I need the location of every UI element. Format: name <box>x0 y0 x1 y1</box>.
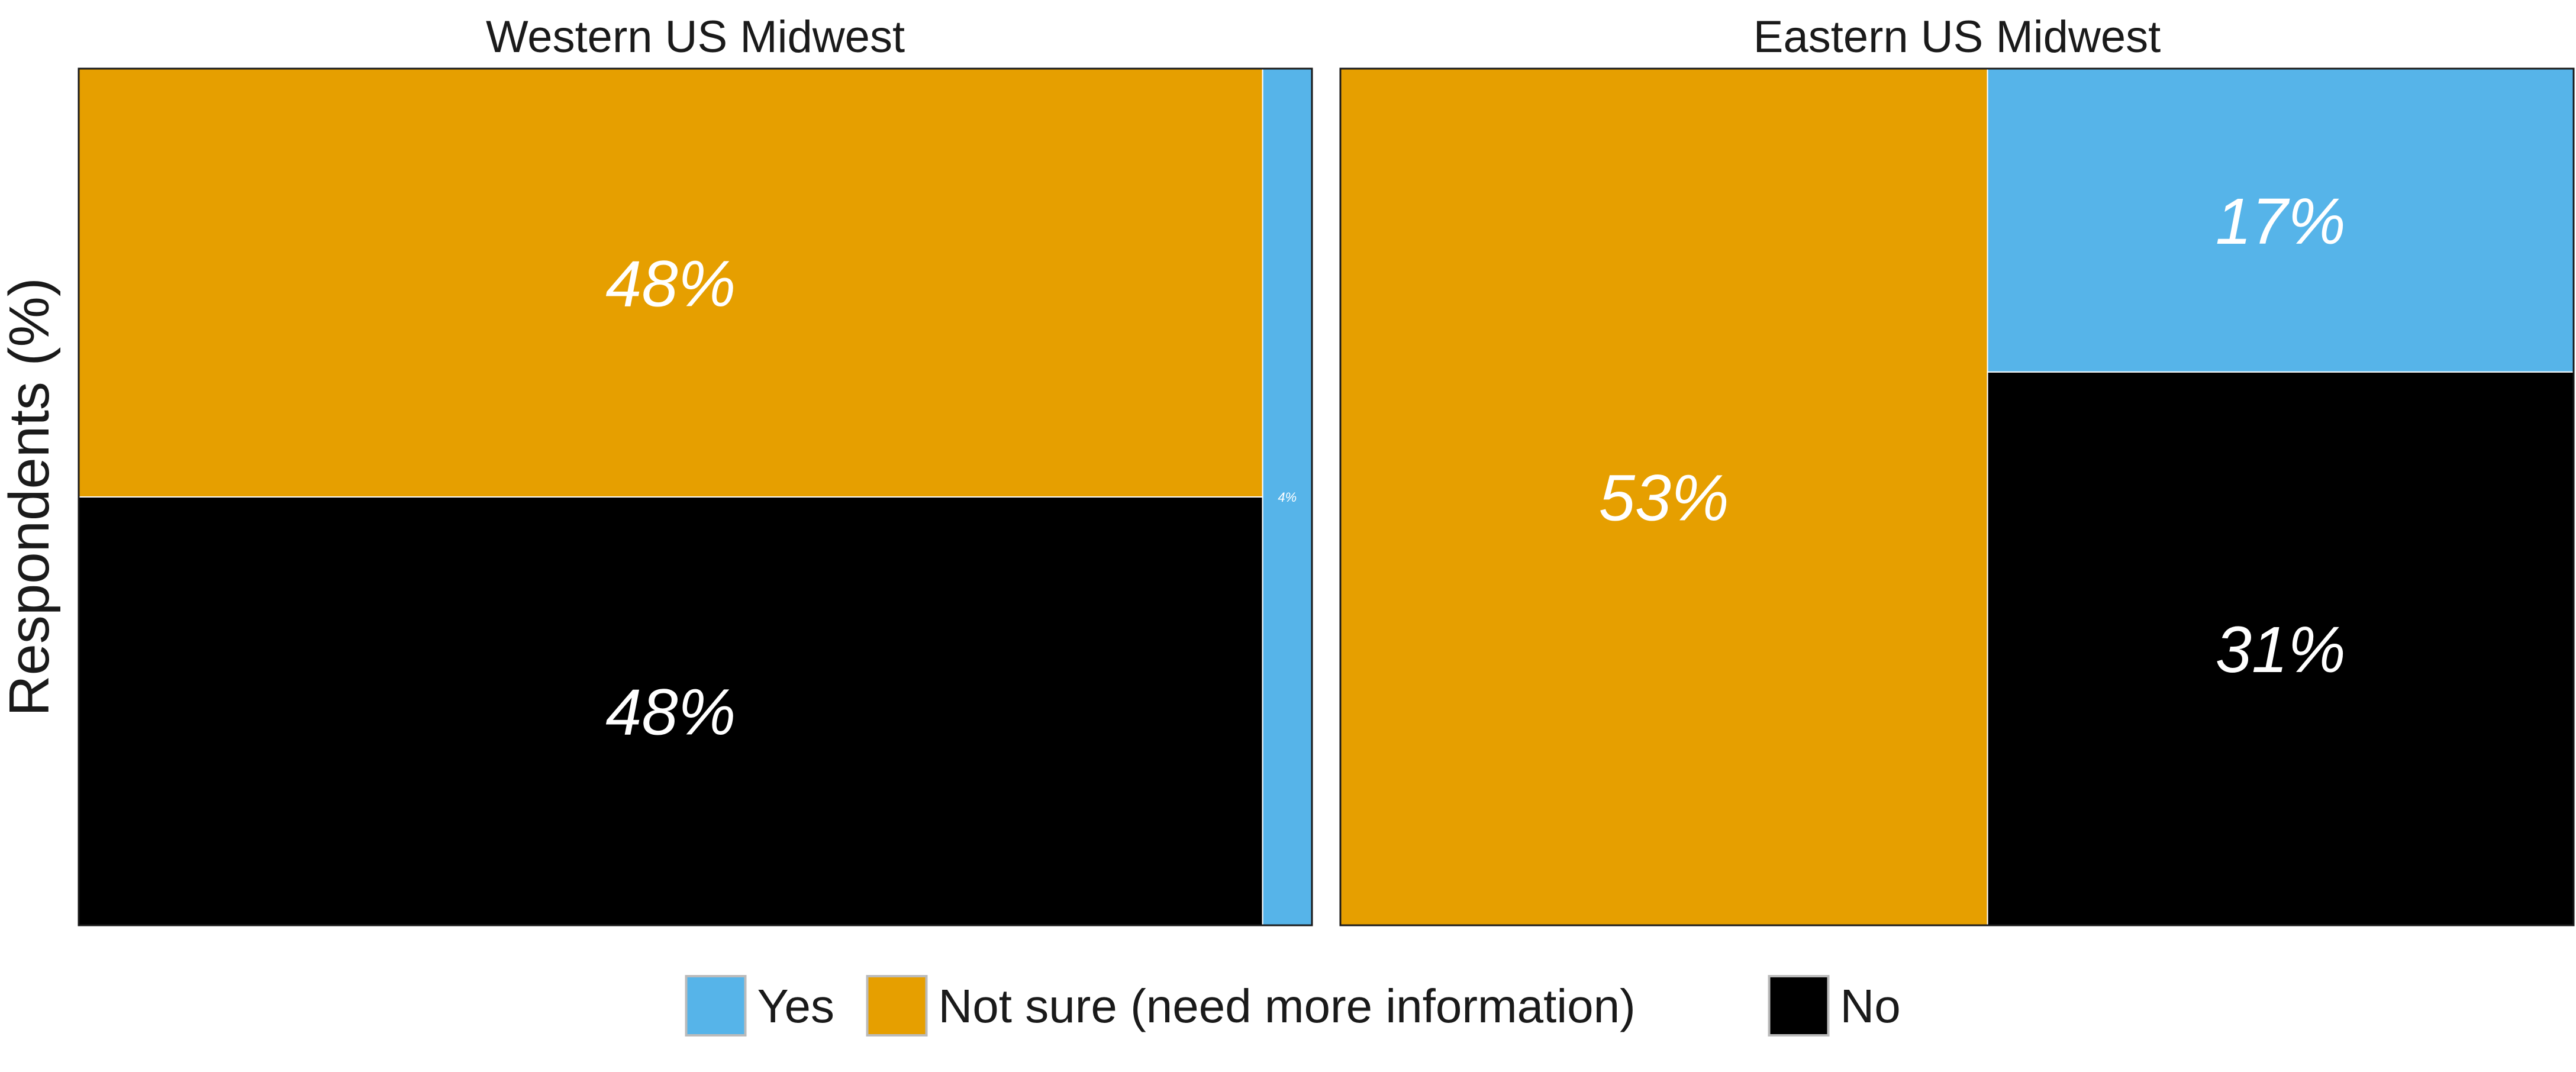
legend-key <box>685 975 747 1037</box>
legend-item-yes: Yes <box>685 975 835 1037</box>
panels: Western US Midwest 48% 48% 4% Eastern US Mid… <box>78 12 2575 926</box>
tile-label: 4% <box>1278 490 1297 505</box>
legend-key <box>1768 975 1830 1037</box>
legend-label: Yes <box>757 980 835 1032</box>
legend-item-not-sure-need-more-information: Not sure (need more information) <box>866 975 1636 1037</box>
tile-label: 53% <box>1599 462 1729 535</box>
tile-label: 17% <box>2216 185 2346 258</box>
panel-border <box>1339 67 2575 926</box>
panel-eastern-us-midwest: Eastern US Midwest 53% 17% 31% <box>1339 12 2575 926</box>
tile-no <box>1987 371 2575 926</box>
legend-label: Not sure (need more information) <box>939 980 1636 1032</box>
tile-no <box>78 496 1263 926</box>
panel-western-us-midwest: Western US Midwest 48% 48% 4% <box>78 12 1313 926</box>
panel-title: Eastern US Midwest <box>1753 12 2161 62</box>
panel-title: Western US Midwest <box>486 12 905 62</box>
y-axis-label: Respondents (%) <box>0 277 61 716</box>
tile-not-sure-need-more-information <box>1340 68 1988 926</box>
tile-label: 31% <box>2216 614 2346 686</box>
legend-key <box>866 975 928 1037</box>
panel-border <box>78 67 1313 926</box>
tile-label: 48% <box>605 248 736 321</box>
legend-item-no: No <box>1768 975 1901 1037</box>
legend-label: No <box>1840 980 1901 1032</box>
legend: Yes Not sure (need more information) No <box>685 975 1901 1037</box>
tile-label: 48% <box>605 676 736 749</box>
tile-not-sure-need-more-information <box>78 68 1263 498</box>
